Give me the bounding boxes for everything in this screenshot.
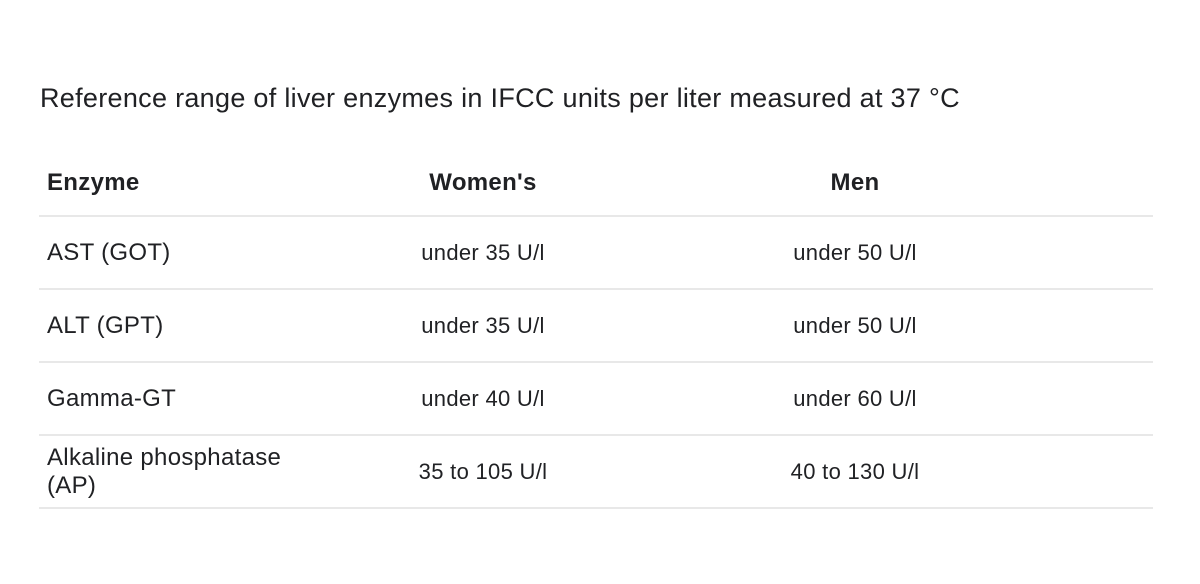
enzyme-name: AST (GOT) <box>47 238 171 266</box>
mens-value: 40 to 130 U/l <box>790 458 920 484</box>
womens-value: under 35 U/l <box>421 239 545 265</box>
column-header-men: Men <box>830 168 880 196</box>
table-header-row: Enzyme Women's Men <box>39 150 1153 217</box>
table-row: AST (GOT) under 35 U/l under 50 U/l <box>39 217 1153 290</box>
mens-value: under 50 U/l <box>793 239 917 265</box>
table-row: ALT (GPT) under 35 U/l under 50 U/l <box>39 290 1153 363</box>
table-row: Alkaline phosphatase (AP) 35 to 105 U/l … <box>39 436 1153 509</box>
page-title: Reference range of liver enzymes in IFCC… <box>40 83 960 113</box>
mens-value: under 50 U/l <box>793 312 917 338</box>
womens-value: under 35 U/l <box>421 312 545 338</box>
reference-table: Enzyme Women's Men AST (GOT) under 35 U/… <box>39 150 1153 509</box>
column-header-womens: Women's <box>429 168 537 196</box>
enzyme-name: Alkaline phosphatase (AP) <box>47 443 282 499</box>
womens-value: under 40 U/l <box>421 385 545 411</box>
table-row: Gamma-GT under 40 U/l under 60 U/l <box>39 363 1153 436</box>
enzyme-name: ALT (GPT) <box>47 311 164 339</box>
enzyme-name: Gamma-GT <box>47 384 177 412</box>
womens-value: 35 to 105 U/l <box>418 458 548 484</box>
column-header-enzyme: Enzyme <box>47 168 140 196</box>
mens-value: under 60 U/l <box>793 385 917 411</box>
